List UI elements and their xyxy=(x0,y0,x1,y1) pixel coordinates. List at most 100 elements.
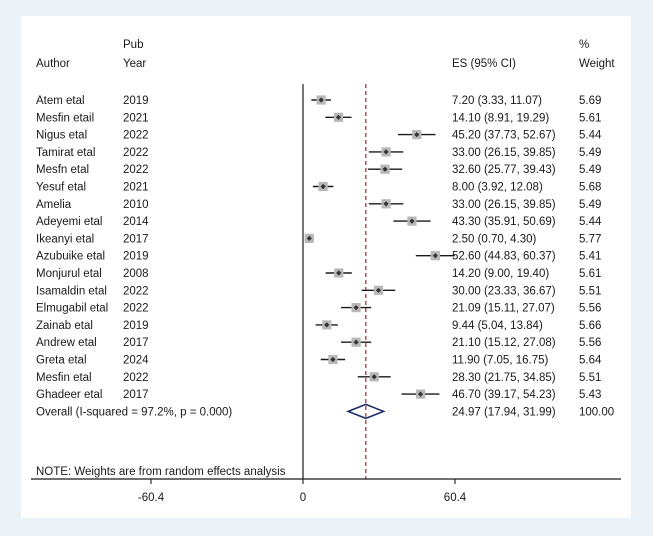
study-row: Ikeanyi etal 2017 2.50 (0.70, 4.30) 5.77 xyxy=(36,233,601,245)
study-weight: 5.43 xyxy=(579,389,601,401)
study-weight: 5.56 xyxy=(579,303,601,315)
forest-plot-frame: Pub Author Pub Year ES (95% CI) % Weight… xyxy=(21,16,631,518)
study-es-ci: 11.90 (7.05, 16.75) xyxy=(452,355,548,367)
study-author: Monjurul etal xyxy=(36,268,102,280)
study-row: Greta etal 2024 11.90 (7.05, 16.75) 5.64 xyxy=(36,355,602,367)
study-point xyxy=(353,305,359,311)
study-es-ci: 14.10 (8.91, 19.29) xyxy=(452,112,549,124)
study-row: Azubuike etal 2019 52.60 (44.83, 60.37) 5.4… xyxy=(36,251,601,263)
study-es-ci: 33.00 (26.15, 39.85) xyxy=(452,199,556,211)
study-weight: 5.69 xyxy=(579,95,601,107)
study-weight: 5.51 xyxy=(579,372,601,384)
study-es-ci: 8.00 (3.92, 12.08) xyxy=(452,182,543,194)
study-author: Atem etal xyxy=(36,95,85,107)
study-year: 2019 xyxy=(123,95,149,107)
study-weight: 5.41 xyxy=(579,251,601,263)
study-row: Amelia 2010 33.00 (26.15, 39.85) 5.49 xyxy=(36,199,601,211)
study-rows: Atem etal 2019 7.20 (3.33, 11.07) 5.69 Mesfi… xyxy=(36,84,614,479)
study-weight: 5.56 xyxy=(579,337,601,349)
study-row: Mesfin etal 2022 28.30 (21.75, 34.85) 5.51 xyxy=(36,372,601,384)
study-year: 2021 xyxy=(123,182,149,194)
study-author: Azubuike etal xyxy=(36,251,105,263)
study-weight: 5.49 xyxy=(579,147,601,159)
study-point xyxy=(382,166,388,172)
study-row: Nigus etal 2022 45.20 (37.73, 52.67) 5.44 xyxy=(36,130,602,142)
study-point xyxy=(414,132,420,138)
study-es-ci: 32.60 (25.77, 39.43) xyxy=(452,164,556,176)
study-row: Mesfin etail 2021 14.10 (8.91, 19.29) 5.61 xyxy=(36,112,601,124)
study-weight: 5.61 xyxy=(579,112,601,124)
study-point xyxy=(409,218,415,224)
study-es-ci: 46.70 (39.17, 54.23) xyxy=(452,389,556,401)
study-point xyxy=(335,114,342,120)
header-es: ES (95% CI) xyxy=(452,58,516,70)
study-es-ci: 7.20 (3.33, 11.07) xyxy=(452,95,542,107)
study-year: 2021 xyxy=(123,112,149,124)
study-point xyxy=(432,253,438,259)
study-year: 2022 xyxy=(123,130,149,142)
study-author: Mesfin etal xyxy=(36,372,92,384)
study-point xyxy=(353,339,359,345)
x-tick-label: 0 xyxy=(300,492,306,504)
study-weight: 5.64 xyxy=(579,355,602,367)
weights-note: NOTE: Weights are from random effects an… xyxy=(36,466,286,478)
study-es-ci: 45.20 (37.73, 52.67) xyxy=(452,130,556,142)
study-year: 2017 xyxy=(123,389,149,401)
study-author: Yesuf etal xyxy=(36,182,86,194)
x-tick-label: -60.4 xyxy=(138,492,165,504)
study-point xyxy=(306,235,312,241)
study-author: Amelia xyxy=(36,199,72,211)
study-year: 2022 xyxy=(123,285,149,297)
study-year: 2022 xyxy=(123,147,149,159)
study-point xyxy=(330,356,336,363)
study-year: 2010 xyxy=(123,199,149,211)
study-point xyxy=(318,97,324,103)
study-es-ci: 21.10 (15.12, 27.08) xyxy=(452,337,556,349)
overall-label: Overall (I-squared = 97.2%, p = 0.000) xyxy=(36,406,232,418)
header-author: Author xyxy=(36,58,70,70)
study-es-ci: 9.44 (5.04, 13.84) xyxy=(452,320,543,332)
header-pub-year-bottom: Year xyxy=(123,58,146,70)
study-row: Ghadeer etal 2017 46.70 (39.17, 54.23) 5.43 xyxy=(36,389,601,401)
study-row: Isamaldin etal 2022 30.00 (23.33, 36.67) 5.… xyxy=(36,285,601,297)
study-point xyxy=(336,270,342,276)
study-row: Yesuf etal 2021 8.00 (3.92, 12.08) 5.68 xyxy=(36,182,601,194)
study-year: 2019 xyxy=(123,320,149,332)
study-author: Mesfn etal xyxy=(36,164,89,176)
study-point xyxy=(383,149,389,155)
study-author: Ikeanyi etal xyxy=(36,233,94,245)
study-weight: 5.49 xyxy=(579,164,601,176)
study-weight: 5.51 xyxy=(579,285,601,297)
forest-plot: Pub Author Pub Year ES (95% CI) % Weight… xyxy=(31,39,621,504)
overall-weight: 100.00 xyxy=(579,406,614,418)
overall-es-ci: 24.97 (17.94, 31.99) xyxy=(452,406,556,418)
overall-row: Overall (I-squared = 97.2%, p = 0.000) 24… xyxy=(36,403,614,420)
study-point xyxy=(320,183,326,190)
study-row: Monjurul etal 2008 14.20 (9.00, 19.40) 5.61 xyxy=(36,268,601,280)
study-point xyxy=(375,287,382,293)
study-author: Mesfin etail xyxy=(36,112,94,124)
study-author: Isamaldin etal xyxy=(36,285,107,297)
study-year: 2022 xyxy=(123,164,149,176)
study-row: Tamirat etal 2022 33.00 (26.15, 39.85) 5.49 xyxy=(36,147,601,159)
study-es-ci: 21.09 (15.11, 27.07) xyxy=(452,303,555,315)
study-row: Zainab etal 2019 9.44 (5.04, 13.84) 5.66 xyxy=(36,320,601,332)
header-pub-year-top: Pub xyxy=(123,39,143,51)
study-weight: 5.77 xyxy=(579,233,601,245)
study-row: Elmugabil etal 2022 21.09 (15.11, 27.07) 5.… xyxy=(36,303,601,315)
study-weight: 5.44 xyxy=(579,216,602,228)
study-es-ci: 28.30 (21.75, 34.85) xyxy=(452,372,556,384)
study-weight: 5.44 xyxy=(579,130,602,142)
study-year: 2017 xyxy=(123,233,149,245)
study-weight: 5.66 xyxy=(579,320,601,332)
study-author: Nigus etal xyxy=(36,130,87,142)
study-year: 2008 xyxy=(123,268,149,280)
study-author: Andrew etal xyxy=(36,337,97,349)
study-row: Adeyemi etal 2014 43.30 (35.91, 50.69) 5.44 xyxy=(36,216,602,228)
study-es-ci: 30.00 (23.33, 36.67) xyxy=(452,285,556,297)
overall-diamond xyxy=(345,403,386,420)
x-axis: -60.4 0 60.4 xyxy=(31,478,621,504)
study-author: Elmugabil etal xyxy=(36,303,108,315)
study-es-ci: 14.20 (9.00, 19.40) xyxy=(452,268,549,280)
study-es-ci: 33.00 (26.15, 39.85) xyxy=(452,147,556,159)
